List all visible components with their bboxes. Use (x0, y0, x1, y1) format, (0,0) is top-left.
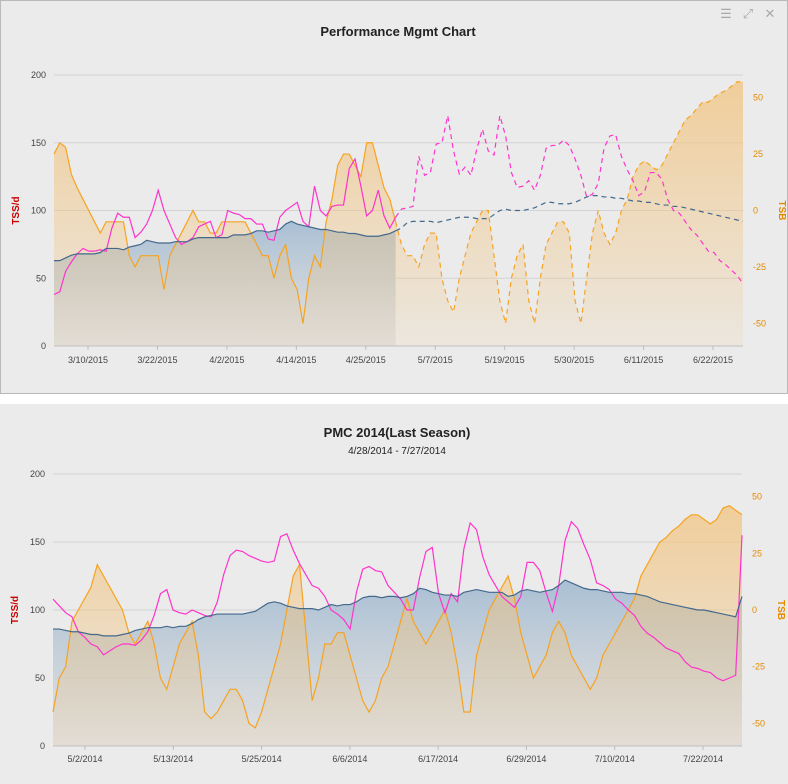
x-tick-label: 5/13/2014 (153, 754, 193, 764)
chart-toolbar: ☰ ⤢ ✕ (719, 7, 777, 21)
y2-tick-label: -50 (752, 718, 765, 728)
y-axis-label: TSS/d (10, 596, 21, 624)
x-tick-label: 4/25/2015 (346, 355, 386, 365)
pmc-chart: Performance Mgmt Chart 0 50 100 150 200 -50 -25… (11, 24, 787, 365)
x-tick-label: 7/10/2014 (595, 754, 635, 764)
y-tick-label: 150 (31, 138, 46, 148)
expand-icon[interactable]: ⤢ (742, 6, 754, 21)
x-tick-label: 3/22/2015 (137, 355, 177, 365)
chart-title: Performance Mgmt Chart (320, 24, 476, 39)
x-tick-label: 4/14/2015 (276, 355, 316, 365)
ctl-forecast-line (395, 194, 744, 232)
y-tick-label: 100 (30, 605, 45, 615)
y-tick-label: 0 (40, 741, 45, 751)
chart-title: PMC 2014(Last Season) (324, 425, 471, 440)
x-tick-label: 6/6/2014 (332, 754, 367, 764)
y2-tick-label: 50 (753, 93, 763, 103)
x-tick-label: 5/30/2015 (554, 355, 594, 365)
y2-tick-label: 0 (753, 206, 758, 216)
atl-line (53, 157, 397, 296)
ctl-line (53, 579, 743, 637)
atl-line (52, 520, 743, 682)
x-tick-label: 6/22/2015 (693, 355, 733, 365)
x-tick-label: 6/11/2015 (624, 355, 663, 365)
y-tick-label: 0 (41, 341, 46, 351)
x-tick-label: 5/7/2015 (418, 355, 453, 365)
x-tick-label: 5/25/2014 (242, 754, 282, 764)
y2-tick-label: -25 (752, 662, 765, 672)
y-tick-label: 50 (35, 673, 45, 683)
pmc-2014-chart-panel: PMC 2014(Last Season) 4/28/2014 - 7/27/20… (0, 404, 788, 784)
y2-tick-label: -50 (753, 318, 766, 328)
y-tick-label: 50 (36, 273, 46, 283)
y-tick-label: 200 (31, 70, 46, 80)
y2-axis-label: TSB (776, 201, 787, 221)
pmc-2014-chart: PMC 2014(Last Season) 4/28/2014 - 7/27/20… (10, 425, 786, 764)
y2-axis-label: TSB (775, 600, 786, 620)
menu-icon[interactable]: ☰ (720, 6, 732, 21)
y-tick-label: 150 (30, 537, 45, 547)
tsb-area (54, 81, 743, 347)
y2-tick-label: 0 (752, 605, 757, 615)
y-tick-label: 100 (31, 206, 46, 216)
y2-tick-label: 50 (752, 492, 762, 502)
x-tick-label: 3/10/2015 (68, 355, 108, 365)
ctl-line (54, 220, 396, 262)
x-tick-label: 5/19/2015 (485, 355, 525, 365)
y-axis-label: TSS/d (11, 196, 22, 224)
tsb-line (52, 505, 743, 729)
x-tick-label: 5/2/2014 (67, 754, 102, 764)
atl-forecast-line (395, 115, 744, 285)
x-tick-label: 6/29/2014 (506, 754, 546, 764)
x-tick-label: 6/17/2014 (418, 754, 458, 764)
close-icon[interactable]: ✕ (764, 6, 776, 21)
pmc-chart-panel: ☰ ⤢ ✕ Performance Mgmt Chart 0 50 100 150 200… (0, 0, 788, 394)
tsb-area (53, 505, 742, 746)
x-tick-label: 7/22/2014 (683, 754, 723, 764)
y-tick-label: 200 (30, 469, 45, 479)
y2-tick-label: 25 (752, 548, 762, 558)
y2-tick-label: 25 (753, 149, 763, 159)
chart-subtitle: 4/28/2014 - 7/27/2014 (348, 446, 446, 457)
x-tick-label: 4/2/2015 (209, 355, 244, 365)
y2-tick-label: -25 (753, 262, 766, 272)
